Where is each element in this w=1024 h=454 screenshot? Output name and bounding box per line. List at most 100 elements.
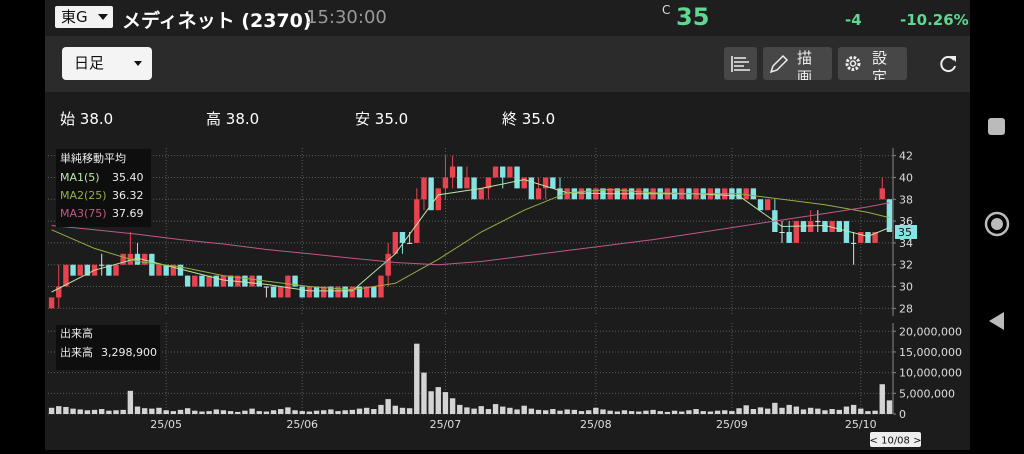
- high: 高 38.0: [206, 108, 259, 129]
- candle-body: [285, 275, 291, 298]
- volume-bar: [578, 411, 585, 414]
- x-tick-label: 25/05: [150, 418, 182, 431]
- volume-bar: [349, 409, 356, 414]
- candle-body: [99, 264, 105, 266]
- ma-line: [51, 188, 890, 291]
- volume-bar: [607, 410, 613, 414]
- change-pct: -10.26%: [900, 11, 969, 29]
- candle-body: [328, 286, 334, 298]
- indicator-button[interactable]: [724, 47, 757, 80]
- candle-body: [535, 188, 542, 200]
- volume-bar: [106, 410, 112, 414]
- volume-bar: [557, 410, 563, 414]
- volume-bar: [313, 410, 320, 414]
- volume-bar: [220, 410, 227, 414]
- label: 高: [206, 110, 222, 128]
- recents-button[interactable]: [988, 118, 1005, 135]
- candle-body: [743, 188, 749, 200]
- volume-bar: [750, 409, 757, 414]
- y-tick-label: 42: [899, 150, 913, 163]
- candle-body: [578, 188, 585, 200]
- candle-body: [270, 286, 277, 298]
- volume-bar: [600, 409, 606, 414]
- code: (2370): [241, 10, 312, 32]
- candle-body: [313, 286, 320, 298]
- volume-bar: [707, 411, 714, 414]
- market-select[interactable]: 東G: [55, 6, 113, 28]
- price-flag: C: [662, 3, 671, 17]
- candle-body: [392, 232, 399, 254]
- name: メディネット: [122, 10, 235, 32]
- volume-bar: [356, 408, 363, 414]
- legend-value: 3,298,900: [101, 346, 157, 359]
- volume-bar: [442, 392, 449, 414]
- candle-body: [478, 188, 484, 200]
- value: 35.0: [521, 110, 556, 128]
- candle-body: [184, 275, 191, 287]
- legend-box: [56, 325, 160, 370]
- candle-body: [521, 177, 527, 189]
- volume-bar: [149, 408, 155, 414]
- y-tick-label: 30: [899, 281, 913, 294]
- candle-body: [550, 177, 556, 189]
- volume-bar: [320, 410, 327, 414]
- volume-bar: [679, 411, 685, 414]
- volume-bar: [363, 407, 370, 414]
- home-button[interactable]: [984, 211, 1010, 237]
- volume-bar: [535, 409, 542, 414]
- candle-body: [356, 286, 363, 298]
- volume-bar: [141, 408, 148, 414]
- settings-button[interactable]: 設定: [838, 47, 907, 80]
- candle-body: [442, 177, 449, 189]
- draw-label: 描画: [797, 49, 817, 80]
- x-tick-label: 25/10: [845, 418, 877, 431]
- volume-bar: [514, 409, 520, 414]
- date-nav[interactable]: < 10/08 >: [870, 436, 922, 447]
- date-nav-box: [870, 432, 921, 447]
- y-tick-label: 36: [899, 215, 913, 228]
- volume-bar: [184, 408, 191, 414]
- candle-body: [149, 253, 155, 276]
- last-price-label: 35: [898, 226, 912, 239]
- candle-body: [363, 286, 370, 298]
- candle-body: [192, 275, 198, 287]
- volume-bar: [270, 410, 277, 414]
- back-button[interactable]: [989, 312, 1004, 330]
- volume-bar: [628, 411, 635, 414]
- volume-bar: [714, 410, 721, 414]
- y-tick-label: 15,000,000: [899, 346, 962, 359]
- candle-body: [872, 232, 878, 243]
- candle-body: [786, 232, 792, 243]
- volume-bar: [235, 411, 241, 414]
- legend-name: MA3(75): [60, 207, 107, 220]
- y-tick-label: 38: [899, 193, 913, 206]
- volume-bar: [800, 409, 807, 414]
- candle-body: [764, 199, 771, 211]
- candle-body: [492, 166, 499, 178]
- header-bar: [45, 0, 970, 36]
- volume-bar: [850, 404, 857, 414]
- volume-bar: [492, 404, 499, 414]
- volume-bar: [693, 409, 699, 414]
- draw-button[interactable]: 描画: [763, 47, 832, 80]
- period-select[interactable]: 日足: [62, 47, 152, 80]
- x-tick-label: 25/07: [430, 418, 462, 431]
- candle-body: [886, 199, 893, 232]
- volume-bar: [285, 407, 291, 414]
- volume-bar: [657, 411, 663, 414]
- volume-bar: [650, 409, 656, 414]
- candle-body: [220, 275, 227, 287]
- volume-bar: [643, 410, 649, 414]
- candle-body: [757, 199, 764, 211]
- candle-body: [793, 221, 800, 243]
- candle-body: [320, 286, 327, 298]
- candle-body: [70, 264, 76, 276]
- volume-bar: [636, 411, 642, 414]
- volume-bar: [879, 384, 885, 414]
- reload-icon[interactable]: [936, 52, 960, 76]
- volume-bar: [156, 407, 162, 414]
- candle-body: [206, 275, 212, 287]
- volume-bar: [163, 410, 169, 414]
- candle-body: [63, 264, 69, 287]
